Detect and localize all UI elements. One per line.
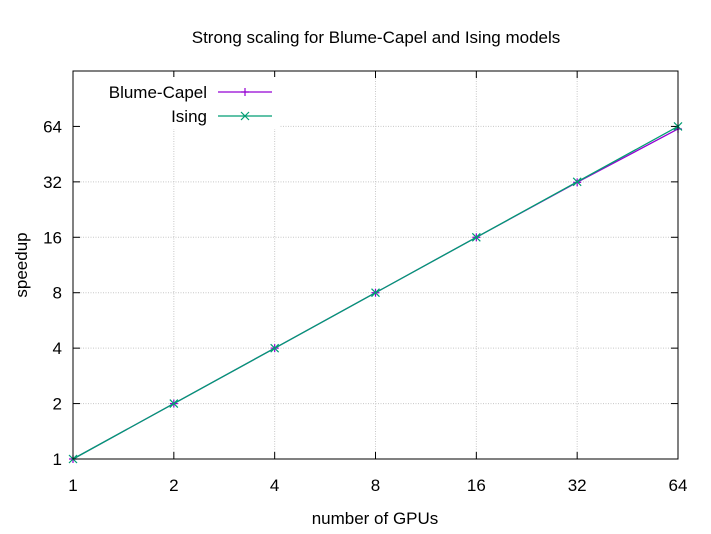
x-tick-label: 2 xyxy=(169,476,178,495)
series-layer xyxy=(68,122,683,464)
legend-label: Ising xyxy=(171,107,207,126)
x-tick-label: 1 xyxy=(68,476,77,495)
series-ising xyxy=(68,122,683,464)
chart-title: Strong scaling for Blume-Capel and Ising… xyxy=(192,28,561,47)
legend-label: Blume-Capel xyxy=(109,83,207,102)
legend-entry: Blume-Capel xyxy=(109,83,272,102)
y-tick-label: 64 xyxy=(43,117,62,136)
data-point xyxy=(270,343,280,353)
x-tick-label: 8 xyxy=(371,476,380,495)
plot-frame xyxy=(72,70,679,460)
marker-stroke xyxy=(270,343,280,353)
legend-background xyxy=(80,77,280,129)
marker-stroke xyxy=(471,232,481,242)
y-tick-label: 32 xyxy=(43,173,62,192)
marker-stroke xyxy=(169,399,179,408)
x-axis-label: number of GPUs xyxy=(312,509,439,528)
data-point xyxy=(471,232,481,242)
data-point xyxy=(572,177,582,187)
y-tick-label: 4 xyxy=(53,339,62,358)
y-tick-label: 8 xyxy=(53,284,62,303)
y-tick-label: 2 xyxy=(53,395,62,414)
y-tick-label: 16 xyxy=(43,228,62,247)
data-point xyxy=(169,399,179,408)
legend-marker xyxy=(240,111,250,121)
legend: Blume-Capel Ising xyxy=(80,77,280,129)
x-tick-label: 32 xyxy=(568,476,587,495)
data-point xyxy=(371,288,380,298)
x-tick-label: 4 xyxy=(270,476,279,495)
series-blume-capel xyxy=(69,124,682,463)
axis-ticks: 1 2 4 8 16 32 64 1 2 4 8 16 32 64 xyxy=(43,71,687,495)
x-tick-label: 64 xyxy=(669,476,688,495)
marker-stroke xyxy=(371,288,380,298)
y-tick-label: 1 xyxy=(53,450,62,469)
grid xyxy=(73,71,678,459)
marker-stroke xyxy=(572,177,582,187)
x-tick-label: 16 xyxy=(467,476,486,495)
legend-entry: Ising xyxy=(171,107,272,126)
y-axis-label: speedup xyxy=(12,232,31,297)
